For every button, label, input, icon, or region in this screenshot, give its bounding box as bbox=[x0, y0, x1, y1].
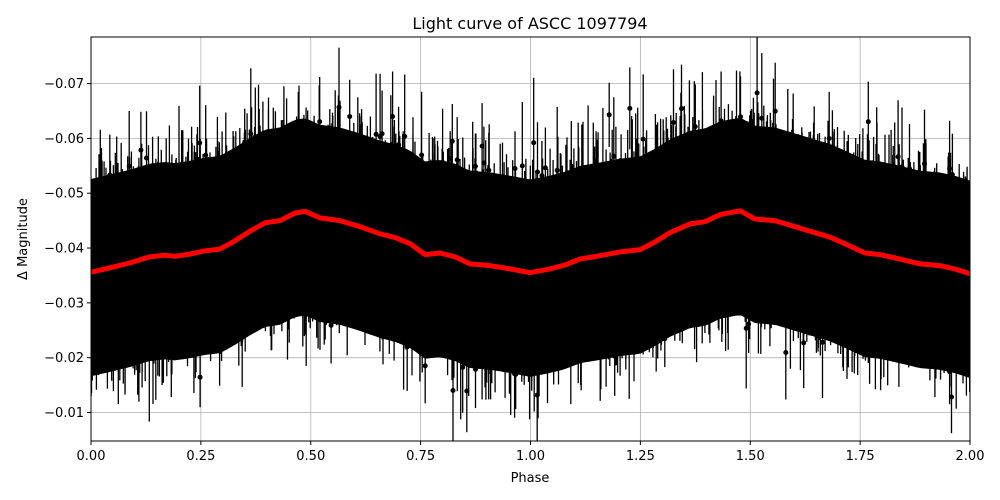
x-axis-ticks: 0.00 0.25 0.50 0.75 1.00 1.25 1.50 1.75 2.00 bbox=[77, 441, 985, 464]
x-tick-label: 2.00 bbox=[956, 449, 985, 464]
y-tick-label: −0.05 bbox=[44, 187, 84, 202]
x-tick-label: 0.25 bbox=[186, 449, 215, 464]
x-tick-label: 1.75 bbox=[846, 449, 875, 464]
chart-title: Light curve of ASCC 1097794 bbox=[412, 14, 647, 33]
x-tick-label: 0.75 bbox=[406, 449, 435, 464]
y-axis-label: Δ Magnitude bbox=[16, 198, 31, 280]
y-tick-label: −0.02 bbox=[44, 351, 84, 366]
y-tick-label: −0.04 bbox=[44, 242, 84, 257]
x-tick-label: 0.50 bbox=[296, 449, 325, 464]
x-tick-label: 1.25 bbox=[626, 449, 655, 464]
y-tick-label: −0.06 bbox=[44, 132, 84, 147]
x-axis-label: Phase bbox=[511, 471, 550, 486]
data-points bbox=[91, 90, 970, 400]
x-tick-label: 0.00 bbox=[77, 449, 106, 464]
y-tick-label: −0.07 bbox=[44, 77, 84, 92]
y-tick-label: −0.03 bbox=[44, 296, 84, 311]
x-tick-label: 1.00 bbox=[516, 449, 545, 464]
y-tick-label: −0.01 bbox=[44, 406, 84, 421]
x-tick-label: 1.50 bbox=[736, 449, 765, 464]
binned-mean-curve bbox=[91, 208, 970, 277]
plot-area bbox=[91, 37, 970, 441]
y-axis-ticks: −0.07 −0.06 −0.05 −0.04 −0.03 −0.02 −0.01 bbox=[44, 77, 91, 421]
